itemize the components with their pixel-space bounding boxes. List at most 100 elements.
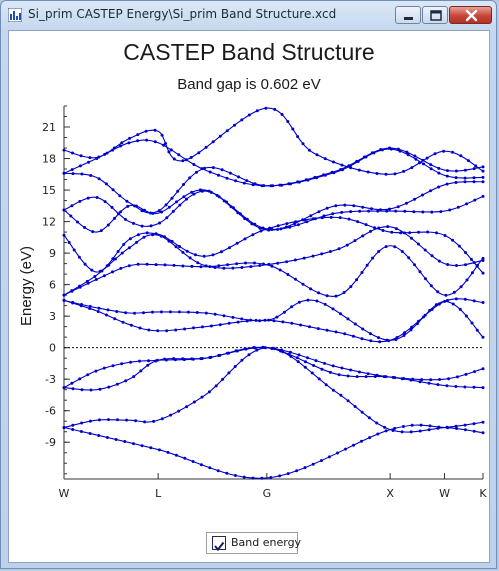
band-point (225, 129, 229, 133)
band-point (237, 175, 240, 179)
band-point (199, 463, 203, 467)
band-point (436, 426, 440, 430)
band-point (138, 359, 141, 363)
band-point (272, 319, 276, 323)
maximize-button[interactable] (422, 6, 448, 24)
band-point (244, 261, 247, 265)
band-point (102, 366, 106, 370)
band-point (474, 164, 478, 168)
band-point (113, 216, 116, 220)
band-line (63, 346, 484, 391)
band-point (215, 193, 219, 197)
band-point (301, 142, 305, 146)
band-point (347, 217, 351, 221)
band-point (146, 363, 150, 367)
band-point (420, 378, 424, 382)
band-point (463, 180, 467, 184)
minimize-button[interactable] (395, 6, 421, 24)
band-point (103, 200, 107, 204)
band-point (163, 235, 166, 239)
band-point (123, 440, 127, 443)
kpoint-label: L (155, 487, 162, 500)
band-point (124, 379, 128, 383)
band-point (243, 237, 247, 241)
band-point (236, 320, 240, 324)
band-point (339, 168, 343, 171)
band-point (396, 147, 400, 151)
band-point (70, 289, 74, 293)
band-point (168, 310, 172, 314)
band-point (355, 159, 359, 163)
band-point (340, 163, 344, 167)
band-point (269, 184, 273, 188)
band-point (151, 310, 154, 314)
band-point (78, 199, 82, 203)
band-point (213, 266, 217, 269)
band-point (401, 425, 405, 428)
band-energy-checkbox[interactable] (212, 536, 226, 552)
band-point (427, 428, 431, 432)
band-point (157, 448, 161, 452)
band-point (343, 332, 347, 336)
band-point (481, 169, 485, 173)
band-point (369, 229, 372, 233)
band-point (227, 351, 231, 355)
band-point (429, 189, 432, 193)
band-point (220, 168, 224, 172)
band-point (378, 340, 382, 344)
band-point (214, 384, 218, 388)
band-point (133, 311, 136, 315)
band-point (122, 243, 126, 246)
band-point (127, 246, 131, 250)
band-point (83, 226, 87, 229)
band-point (434, 303, 438, 307)
band-point (260, 184, 264, 188)
band-point (185, 197, 188, 201)
band-point (88, 419, 92, 423)
band-point (445, 174, 449, 178)
band-point (236, 211, 240, 215)
band-point (276, 227, 280, 231)
band-point (95, 196, 99, 199)
band-point (319, 459, 323, 463)
band-point (240, 358, 244, 362)
band-point (416, 242, 420, 246)
band-point (183, 456, 187, 460)
band-point (345, 243, 349, 247)
band-point (116, 418, 119, 422)
close-button[interactable] (449, 6, 492, 24)
title-bar[interactable]: Si_prim CASTEP Energy\Si_prim Band Struc… (1, 1, 496, 29)
band-point (78, 164, 82, 168)
band-point (158, 221, 162, 225)
band-point (125, 418, 129, 422)
band-point (429, 378, 433, 382)
band-point (253, 346, 257, 350)
band-point (83, 262, 87, 266)
band-point (445, 425, 449, 429)
band-point (425, 156, 429, 160)
band-point (201, 325, 204, 329)
band-point (258, 319, 262, 323)
band-point (280, 113, 284, 116)
band-point (98, 387, 102, 391)
band-point (226, 263, 230, 267)
chart-app-icon (8, 8, 22, 22)
band-point (428, 424, 432, 428)
band-point (267, 262, 271, 266)
band-point (140, 444, 144, 448)
band-point (427, 381, 431, 385)
band-point (111, 257, 115, 261)
band-point (240, 118, 244, 122)
band-point (170, 196, 174, 200)
band-point (188, 256, 192, 260)
band-point (413, 263, 416, 267)
band-point (353, 239, 357, 243)
band-point (331, 364, 335, 368)
band-point (388, 207, 391, 211)
band-point (297, 300, 301, 304)
band-point (163, 263, 167, 267)
band-point (182, 183, 185, 186)
band-point (140, 209, 144, 213)
band-point (364, 223, 368, 227)
band-point (447, 377, 451, 381)
